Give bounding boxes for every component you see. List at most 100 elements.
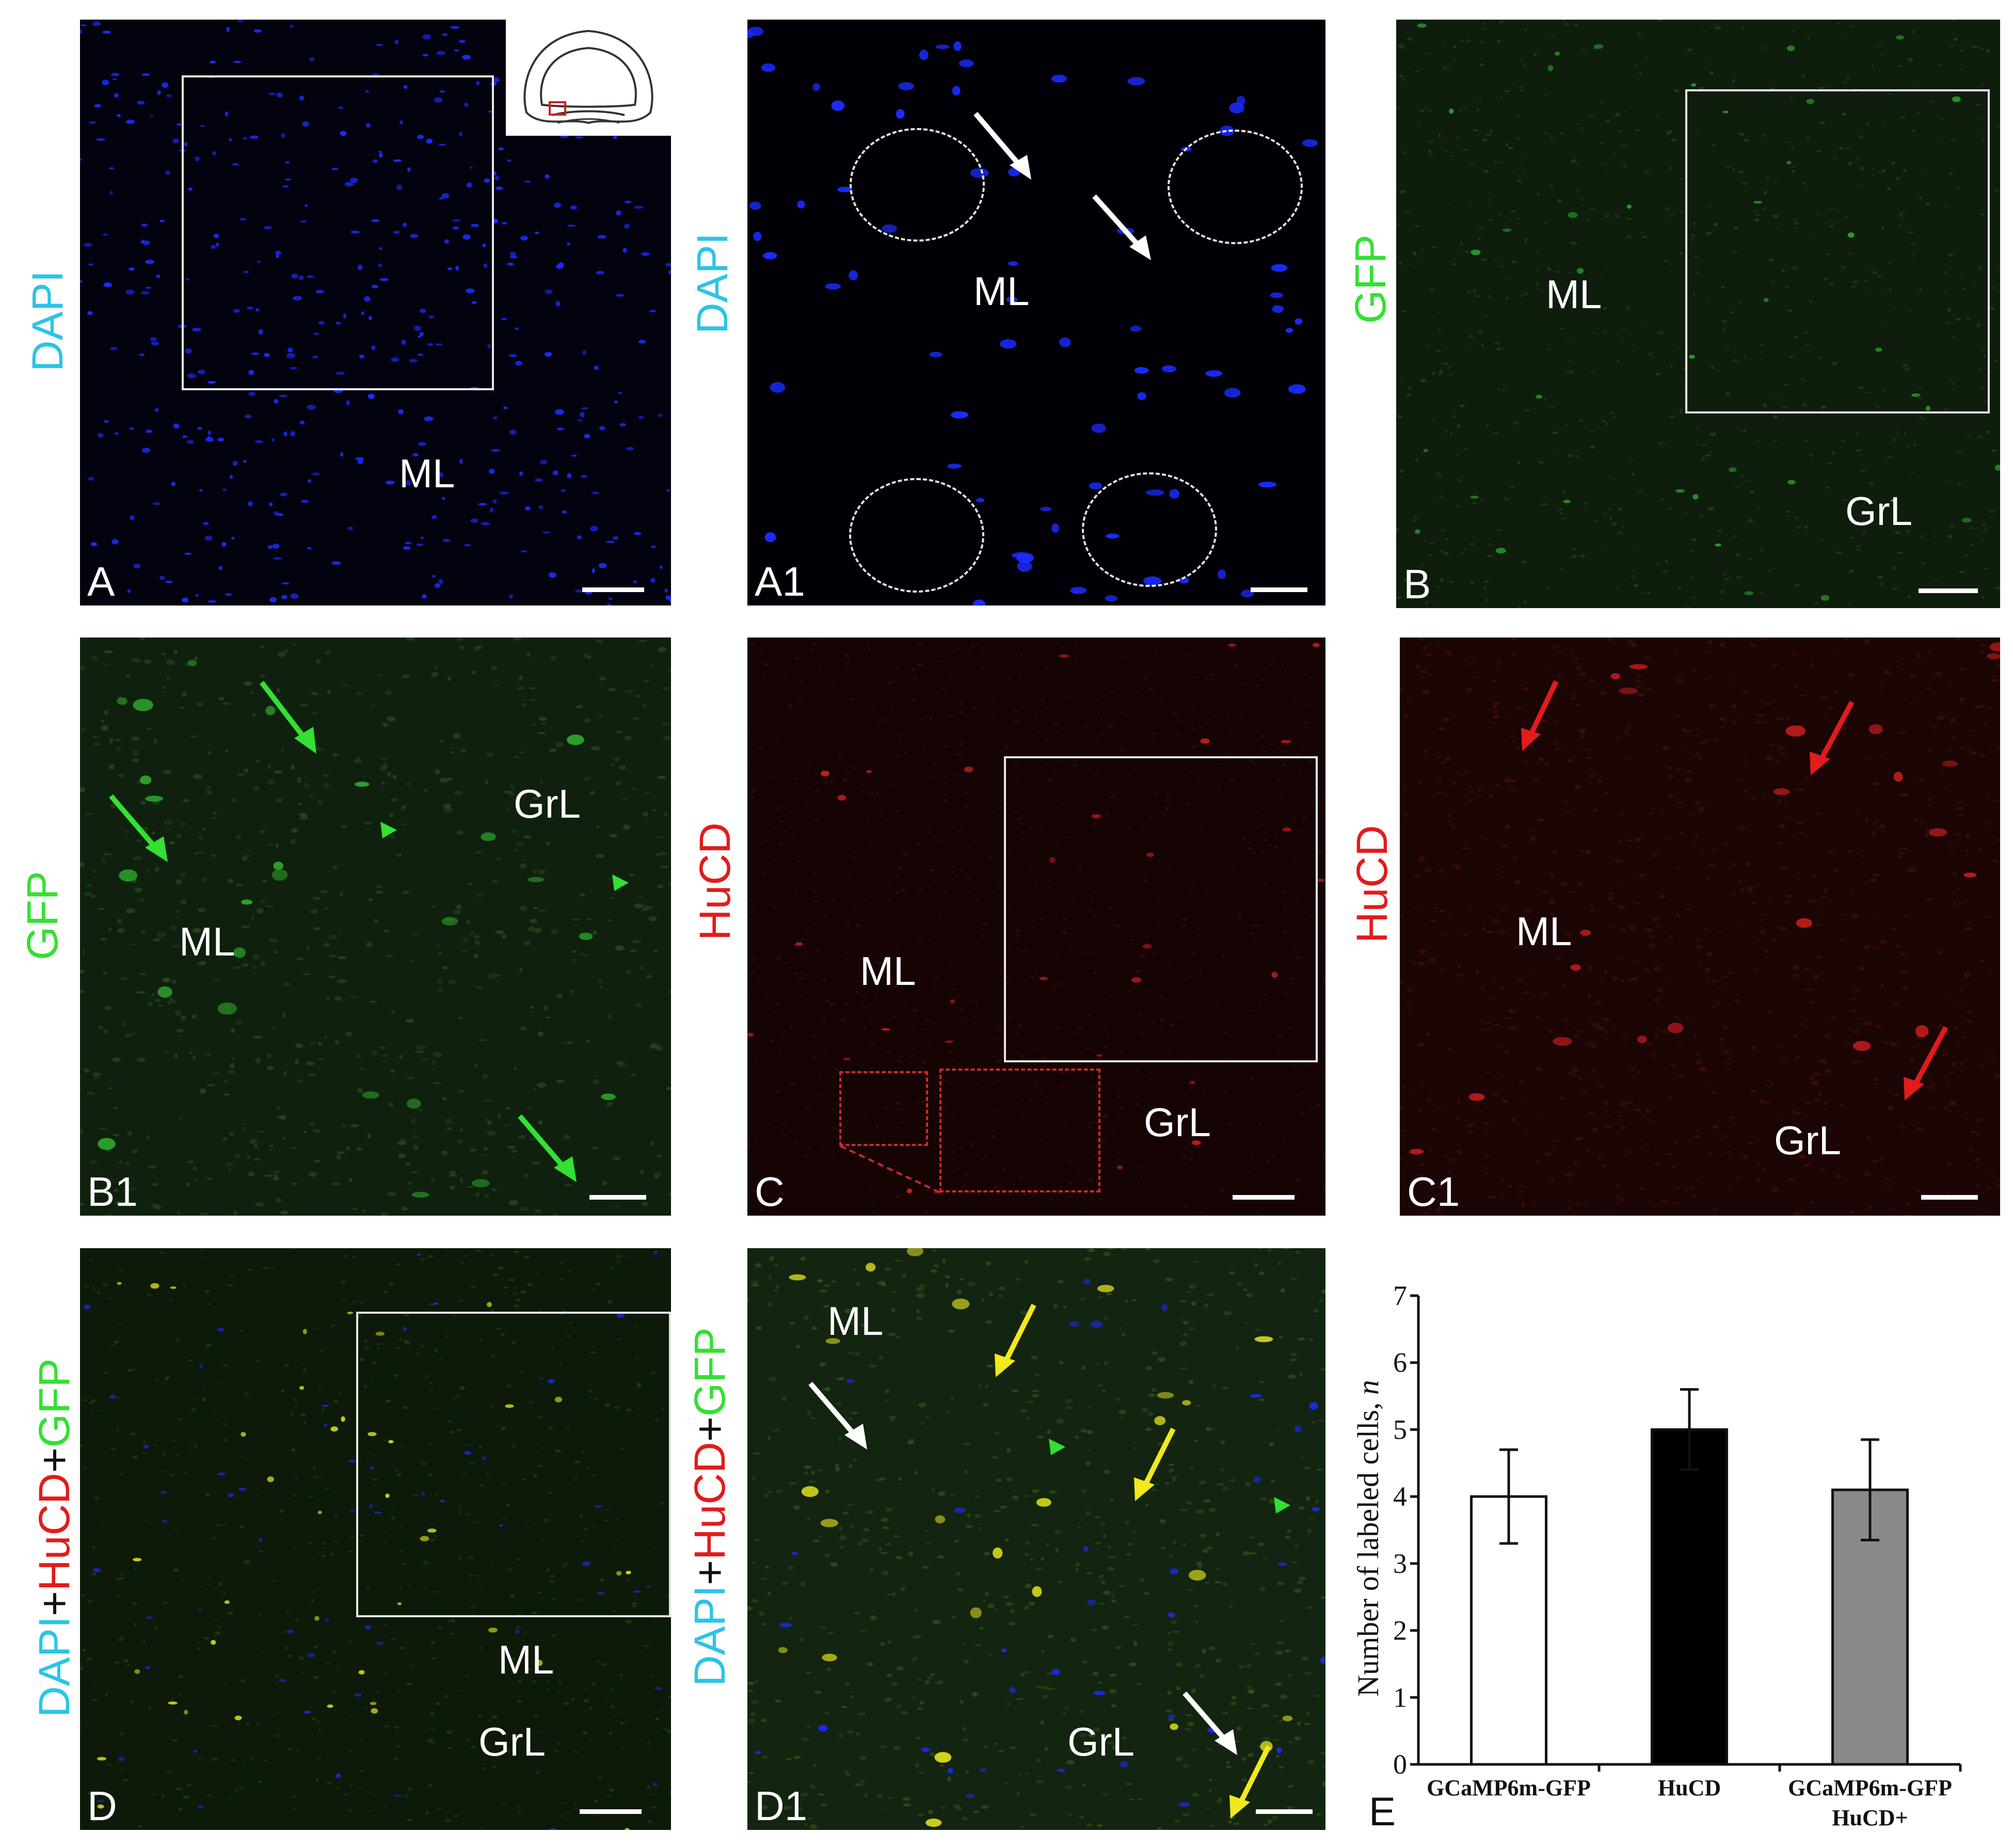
signal-spot [1893, 772, 1903, 782]
signal-spot [1205, 370, 1223, 377]
signal-spot [1183, 918, 1188, 920]
signal-spot [1276, 1640, 1284, 1645]
signal-spot [303, 1421, 307, 1424]
signal-spot [1462, 107, 1466, 109]
signal-spot [267, 545, 273, 549]
signal-spot [1809, 453, 1813, 457]
signal-spot [789, 811, 793, 813]
signal-spot [1139, 1578, 1145, 1582]
signal-spot [1138, 1013, 1143, 1017]
signal-spot [1700, 851, 1705, 854]
signal-spot [919, 50, 929, 60]
signal-spot [1676, 678, 1684, 683]
signal-spot [162, 1453, 166, 1456]
signal-spot [887, 1332, 896, 1336]
signal-spot [1293, 817, 1297, 820]
signal-spot [1085, 1511, 1092, 1516]
signal-spot [1549, 406, 1555, 408]
signal-spot [1639, 72, 1642, 75]
signal-spot [582, 350, 586, 355]
signal-spot [1749, 644, 1756, 647]
signal-spot [395, 1347, 401, 1349]
signal-spot [554, 1396, 562, 1403]
signal-spot [259, 1537, 263, 1542]
signal-spot [337, 979, 346, 983]
signal-spot [1061, 1121, 1066, 1124]
signal-spot [1260, 1214, 1265, 1216]
signal-spot [1261, 824, 1265, 826]
signal-spot [1777, 925, 1781, 929]
signal-spot [636, 1408, 640, 1410]
signal-spot [434, 1408, 439, 1410]
signal-spot [1226, 752, 1232, 755]
signal-spot [595, 1814, 598, 1817]
signal-spot [929, 352, 942, 358]
signal-spot [1074, 1167, 1078, 1170]
signal-spot [849, 1464, 853, 1469]
signal-spot [394, 40, 399, 45]
signal-spot [354, 1693, 362, 1697]
signal-spot [548, 1427, 554, 1430]
signal-spot [293, 1546, 296, 1548]
signal-spot [1188, 1106, 1191, 1108]
signal-spot [1077, 1169, 1080, 1171]
signal-spot [125, 830, 130, 834]
signal-spot [519, 675, 523, 680]
signal-spot [1980, 644, 1986, 647]
signal-spot [188, 187, 193, 191]
signal-spot [773, 859, 775, 862]
signal-spot [1729, 467, 1737, 472]
signal-spot [957, 647, 961, 651]
signal-spot [808, 1480, 816, 1483]
signal-spot [1447, 1048, 1451, 1051]
signal-spot [492, 1273, 499, 1277]
signal-spot [1007, 1448, 1011, 1453]
signal-spot [1798, 832, 1804, 834]
signal-spot [177, 1211, 181, 1215]
signal-spot [762, 872, 767, 875]
signal-spot [1547, 669, 1552, 672]
signal-spot [1228, 1478, 1236, 1483]
signal-spot [1500, 347, 1505, 349]
signal-spot [1587, 967, 1593, 972]
signal-spot [1581, 747, 1586, 750]
signal-spot [1926, 898, 1934, 900]
signal-spot [789, 1481, 797, 1485]
signal-spot [668, 668, 671, 672]
signal-spot [1707, 979, 1711, 983]
signal-spot [363, 775, 366, 778]
signal-spot [953, 988, 958, 990]
signal-spot [1184, 1147, 1190, 1149]
signal-spot [476, 645, 483, 648]
signal-spot [1009, 1015, 1012, 1017]
signal-spot [1075, 1435, 1079, 1439]
signal-spot [1297, 1337, 1305, 1341]
signal-spot [1189, 1088, 1192, 1091]
signal-spot [1108, 725, 1113, 728]
signal-spot [1000, 339, 1017, 349]
signal-spot [1047, 1148, 1049, 1151]
signal-spot [1835, 551, 1842, 554]
signal-spot [825, 1387, 830, 1392]
signal-spot [1140, 823, 1143, 826]
signal-spot [420, 1536, 429, 1541]
signal-spot [1110, 691, 1114, 693]
signal-spot [186, 1783, 191, 1787]
signal-spot [344, 1255, 347, 1257]
signal-spot [255, 308, 260, 312]
signal-spot [1195, 1509, 1204, 1514]
signal-spot [1882, 169, 1886, 173]
signal-spot [109, 190, 113, 195]
signal-spot [263, 1759, 268, 1762]
signal-spot [1318, 1299, 1323, 1302]
signal-spot [1844, 216, 1849, 219]
signal-spot [1207, 1547, 1213, 1550]
signal-spot [494, 684, 499, 687]
signal-spot [445, 1248, 450, 1249]
signal-spot [1955, 1042, 1959, 1047]
signal-spot [1666, 132, 1670, 135]
signal-spot [771, 689, 774, 691]
signal-spot [136, 898, 145, 902]
signal-spot [1576, 703, 1580, 706]
signal-spot [459, 1177, 464, 1183]
